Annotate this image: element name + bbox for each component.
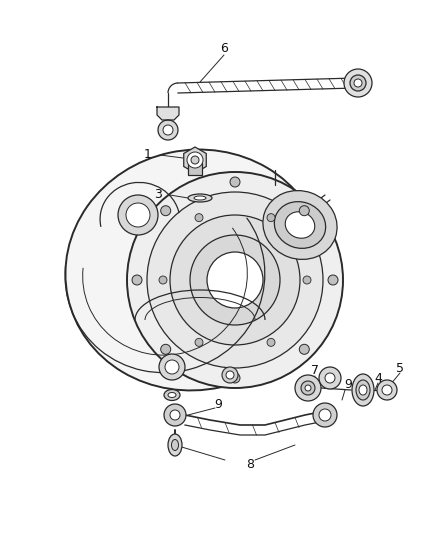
Circle shape [301,381,315,395]
Ellipse shape [285,212,315,238]
Ellipse shape [274,201,326,248]
Text: 4: 4 [374,372,382,384]
Ellipse shape [164,390,180,400]
Circle shape [159,276,167,284]
Circle shape [230,177,240,187]
Circle shape [319,409,331,421]
Circle shape [161,344,171,354]
Ellipse shape [188,194,212,202]
Text: 5: 5 [396,361,404,375]
Circle shape [126,203,150,227]
Ellipse shape [65,150,325,391]
Circle shape [195,338,203,346]
Circle shape [190,235,280,325]
Ellipse shape [172,440,179,450]
Circle shape [350,75,366,91]
Ellipse shape [168,392,176,398]
Circle shape [132,275,142,285]
Circle shape [328,275,338,285]
Circle shape [299,344,309,354]
Circle shape [377,380,397,400]
Circle shape [147,192,323,368]
Circle shape [161,206,171,216]
Circle shape [127,172,343,388]
Text: 6: 6 [220,42,228,54]
Circle shape [319,367,341,389]
Ellipse shape [168,434,182,456]
Circle shape [305,385,311,391]
Circle shape [344,69,372,97]
Circle shape [164,404,186,426]
Ellipse shape [359,385,367,395]
Circle shape [118,195,158,235]
Text: 9: 9 [214,399,222,411]
Text: 8: 8 [246,458,254,472]
Ellipse shape [356,380,370,400]
Circle shape [159,354,185,380]
Circle shape [170,215,300,345]
Circle shape [170,410,180,420]
Text: 3: 3 [154,189,162,201]
Circle shape [163,125,173,135]
Circle shape [295,375,321,401]
Polygon shape [157,107,179,120]
Text: 7: 7 [311,364,319,376]
Circle shape [303,276,311,284]
Circle shape [222,367,238,383]
Circle shape [191,156,199,164]
Circle shape [325,373,335,383]
Circle shape [267,214,275,222]
Circle shape [313,403,337,427]
Circle shape [226,371,234,379]
Circle shape [382,385,392,395]
Circle shape [165,360,179,374]
Circle shape [230,373,240,383]
Ellipse shape [352,374,374,406]
Text: 9: 9 [344,378,352,392]
Text: 1: 1 [144,149,152,161]
Ellipse shape [263,191,337,260]
Ellipse shape [194,196,206,200]
Circle shape [299,206,309,216]
Circle shape [207,252,263,308]
Bar [188,163,202,175]
Circle shape [267,338,275,346]
Circle shape [158,120,178,140]
Circle shape [354,79,362,87]
Circle shape [195,214,203,222]
Circle shape [187,152,203,168]
